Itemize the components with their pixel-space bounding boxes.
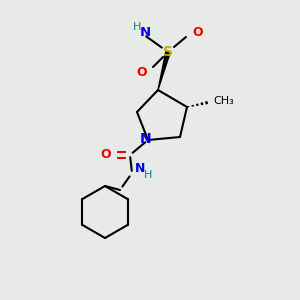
Text: H: H xyxy=(144,170,152,180)
Text: S: S xyxy=(163,45,173,59)
Polygon shape xyxy=(158,51,170,90)
Text: O: O xyxy=(193,26,203,38)
Text: H: H xyxy=(133,22,141,32)
Text: N: N xyxy=(140,132,152,146)
Text: N: N xyxy=(140,26,151,38)
Text: CH₃: CH₃ xyxy=(214,96,234,106)
Text: N: N xyxy=(135,163,145,176)
Text: O: O xyxy=(137,65,147,79)
Text: O: O xyxy=(101,148,111,161)
